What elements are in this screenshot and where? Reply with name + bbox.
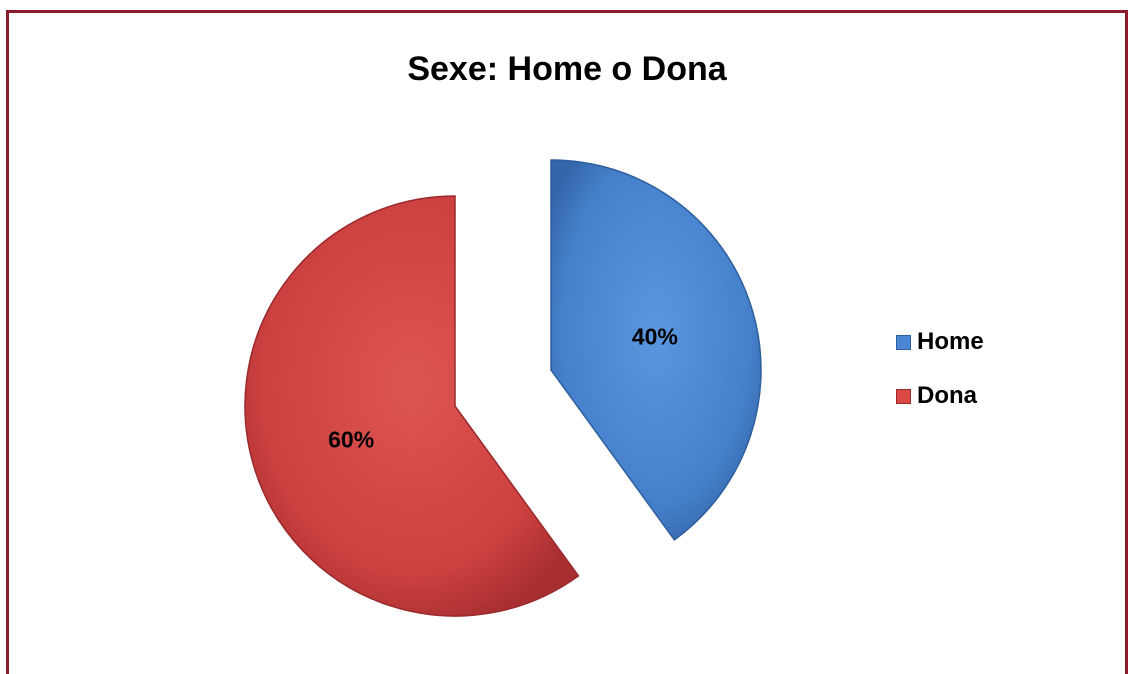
legend-label-dona: Dona xyxy=(917,382,977,409)
legend-label-home: Home xyxy=(917,328,984,355)
pie-slice-home xyxy=(550,159,762,541)
legend-swatch-home xyxy=(896,334,911,350)
pie-slice-dona xyxy=(244,195,580,617)
legend-item-dona: Dona xyxy=(896,380,984,412)
chart-title: Sexe: Home o Dona xyxy=(407,50,727,88)
legend-swatch-dona xyxy=(896,388,911,404)
data-label-home: 40% xyxy=(632,323,678,349)
legend-item-home: Home xyxy=(896,326,984,358)
data-label-dona: 60% xyxy=(328,427,374,453)
legend: Home Dona xyxy=(896,326,984,434)
